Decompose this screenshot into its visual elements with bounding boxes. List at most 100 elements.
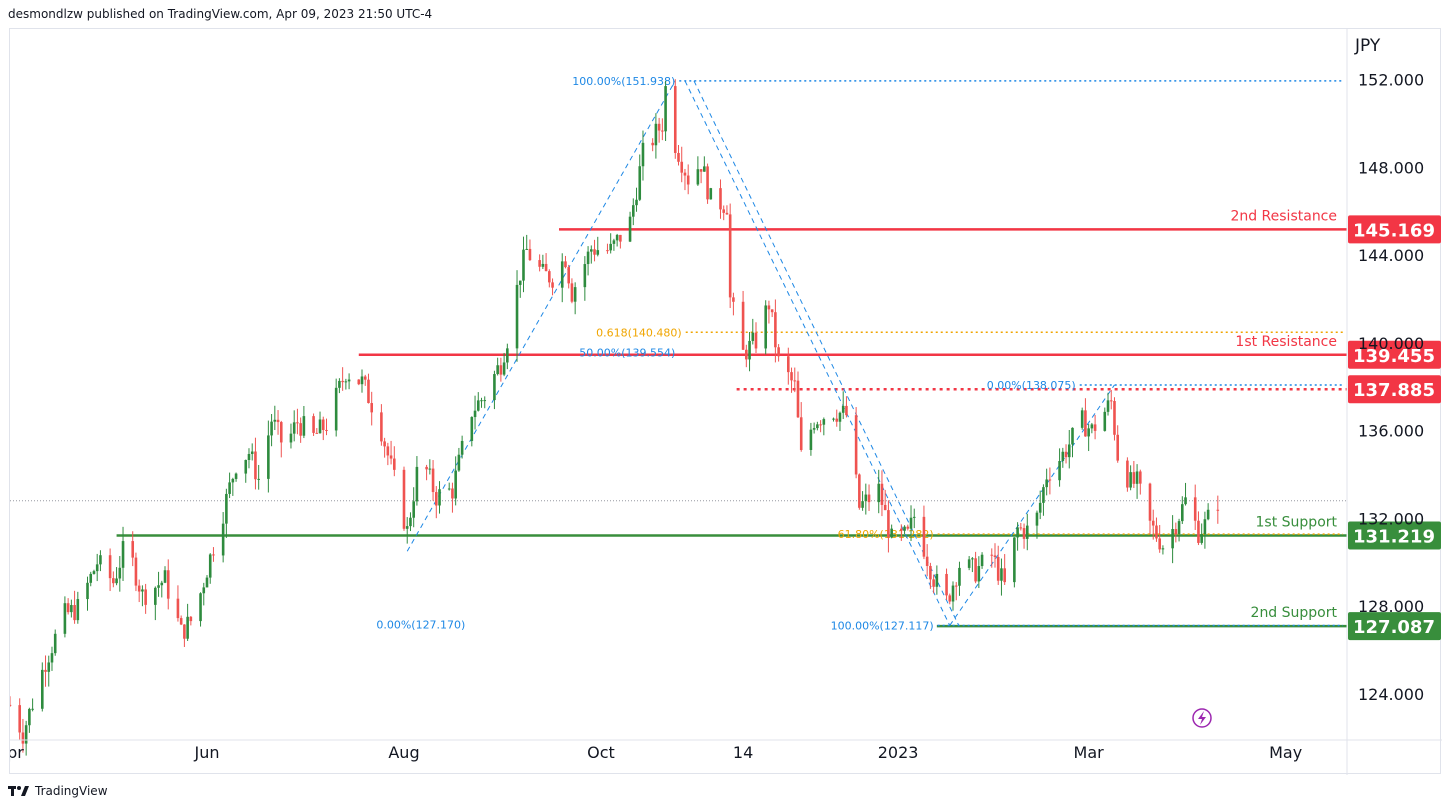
- candle-body: [522, 249, 525, 281]
- candle-body: [1135, 471, 1139, 484]
- candle-body: [163, 570, 167, 583]
- candle-body: [1151, 520, 1155, 526]
- candle-body: [1071, 427, 1074, 445]
- level-name: 1st Support: [1256, 514, 1338, 530]
- candle-body: [1129, 472, 1132, 488]
- candle-body: [95, 564, 99, 572]
- candle-body: [732, 297, 735, 302]
- candle-body: [341, 380, 344, 383]
- candle-body: [838, 412, 842, 422]
- candle-body: [1171, 529, 1174, 549]
- candle-body: [225, 493, 228, 524]
- candle-body: [741, 301, 745, 350]
- candle-body: [1090, 424, 1094, 429]
- candle-body: [954, 585, 958, 587]
- candle-body: [925, 556, 929, 566]
- candle-body: [1203, 519, 1207, 535]
- candle-body: [560, 261, 564, 288]
- fib-label: 0.00%(138.075): [987, 379, 1076, 392]
- candle-body: [447, 488, 451, 490]
- candle-body: [583, 264, 587, 288]
- candle-body: [1080, 410, 1084, 428]
- candle-body: [722, 209, 726, 213]
- candle-body: [977, 566, 981, 582]
- candle-body: [1132, 472, 1136, 484]
- candle-body: [1000, 568, 1003, 581]
- candle-body: [1177, 521, 1181, 535]
- candle-body: [1161, 548, 1165, 550]
- candle-body: [267, 435, 270, 479]
- candle-body: [887, 510, 890, 538]
- candle-body: [651, 142, 654, 146]
- candle-body: [334, 387, 338, 431]
- candle-body: [292, 422, 296, 434]
- candle-body: [179, 618, 183, 625]
- candle-body: [166, 570, 170, 599]
- tradingview-logo-icon[interactable]: [8, 785, 30, 797]
- chart-frame[interactable]: 100.00%(151.938) 0.618(140.480) 50.00%(139…: [9, 28, 1442, 775]
- candle-body: [1003, 568, 1006, 583]
- x-tick-label: Apr: [10, 743, 24, 762]
- candle-body: [141, 589, 144, 592]
- candle-body: [590, 249, 593, 252]
- candle-body: [564, 261, 567, 268]
- price-chart[interactable]: 100.00%(151.938) 0.618(140.480) 50.00%(139…: [10, 29, 1442, 775]
- candle-body: [751, 332, 755, 341]
- candle-body: [131, 541, 135, 558]
- candle-body: [1067, 444, 1071, 458]
- candle-body: [1126, 460, 1129, 488]
- candle-body: [967, 559, 971, 568]
- candle-body: [619, 234, 622, 242]
- candle-body: [680, 161, 684, 173]
- candle-body: [112, 578, 115, 584]
- candle-body: [832, 418, 835, 420]
- y-tick-label: 136.000: [1358, 422, 1424, 441]
- candle-body: [160, 582, 164, 586]
- candle-body: [1139, 471, 1142, 484]
- x-tick-label: Mar: [1074, 743, 1105, 762]
- footer-brand: TradingView: [35, 784, 108, 798]
- candle-body: [380, 412, 383, 442]
- candle-body: [1013, 537, 1016, 583]
- candle-body: [544, 263, 548, 272]
- level-name: 1st Resistance: [1235, 334, 1337, 350]
- candle-body: [822, 419, 826, 425]
- candle-body: [312, 416, 315, 433]
- candle-body: [974, 558, 977, 582]
- lightning-icon-ring: [1192, 708, 1212, 728]
- candle-body: [393, 458, 396, 470]
- publisher-header: desmondlzw published on TradingView.com,…: [8, 7, 433, 21]
- candle-body: [357, 379, 361, 385]
- candle-body: [1035, 512, 1039, 526]
- price-tag: [1348, 612, 1441, 641]
- candle-body: [525, 248, 529, 250]
- candle-body: [796, 380, 800, 418]
- candle-body: [1206, 509, 1210, 520]
- price-tag: [1348, 340, 1441, 369]
- candle-body: [1180, 504, 1184, 522]
- candle-body: [483, 400, 487, 402]
- lightning-icon: [1192, 708, 1212, 728]
- candle-body: [609, 243, 612, 251]
- candle-body: [21, 732, 25, 744]
- candle-body: [360, 376, 364, 385]
- candle-body: [10, 704, 12, 706]
- candle-body: [86, 582, 89, 600]
- candle-body: [615, 234, 619, 241]
- candle-body: [1193, 497, 1197, 521]
- candle-body: [774, 312, 777, 348]
- candle-body: [157, 585, 160, 588]
- candle-body: [728, 214, 732, 298]
- trend-line: [949, 384, 1115, 626]
- y-tick-label: 152.000: [1358, 70, 1424, 89]
- candle-body: [593, 249, 596, 255]
- candle-body: [1155, 525, 1158, 539]
- candle-body: [63, 603, 67, 634]
- candle-body: [518, 280, 522, 285]
- candle-body: [948, 595, 952, 602]
- candle-body: [867, 494, 871, 503]
- price-tag-label: 145.169: [1353, 220, 1435, 241]
- y-tick-label: 132.000: [1358, 509, 1424, 528]
- x-tick-label: 14: [733, 743, 753, 762]
- candle-body: [787, 356, 790, 373]
